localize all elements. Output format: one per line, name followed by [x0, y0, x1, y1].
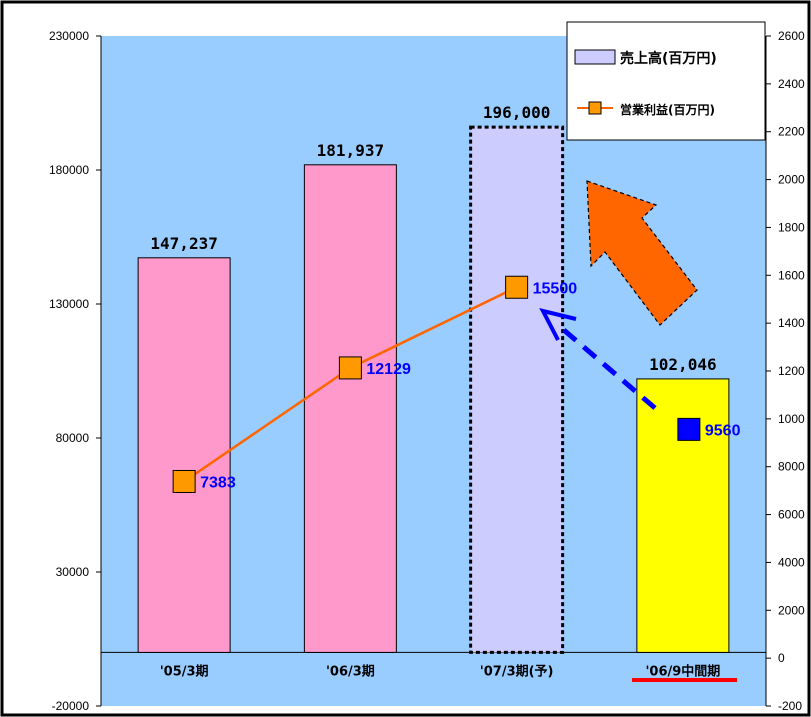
right-tick-label: 2600 [778, 29, 805, 43]
legend-label-sales: 売上高(百万円) [620, 50, 717, 67]
profit-value-label: 9560 [705, 422, 741, 439]
right-tick-label: 0 [778, 651, 785, 665]
dashed-blue-arrow [556, 323, 657, 410]
right-tick-label: 4000 [778, 555, 805, 569]
bar [469, 125, 565, 654]
profit-value-label: 15500 [533, 280, 578, 297]
legend: 売上高(百万円) 営業利益(百万円) [566, 21, 766, 141]
right-tick-label: 1200 [778, 364, 805, 378]
profit-marker [505, 275, 529, 299]
right-tick-label: 2000 [778, 603, 805, 617]
bar [303, 164, 397, 653]
left-tick-label: 130000 [49, 297, 89, 311]
left-tick-label: 80000 [56, 431, 90, 445]
right-tick-label: 1600 [778, 268, 805, 282]
bar [137, 257, 231, 653]
legend-swatch-sales [574, 49, 616, 65]
profit-line-segment [349, 286, 518, 370]
left-tick-label: 180000 [49, 163, 89, 177]
right-tick-label: 6000 [778, 508, 805, 522]
right-tick-label: 2400 [778, 77, 805, 91]
line-layer [172, 275, 701, 493]
blue-arrowhead-icon [539, 308, 577, 341]
legend-marker-profit [588, 101, 602, 115]
profit-line-segment [183, 366, 352, 483]
right-tick-label: 1400 [778, 316, 805, 330]
bar-value-label: 147,237 [150, 234, 217, 253]
profit-value-label: 12129 [366, 361, 411, 378]
growth-arrow-icon [586, 180, 698, 326]
profit-marker [172, 469, 196, 493]
profit-marker [677, 417, 701, 441]
decoration-layer [539, 180, 698, 410]
left-tick-label: 230000 [49, 29, 89, 43]
text-layer: -20000 30000 80000 130000 180000 230000 -200 0 2… [49, 29, 805, 713]
right-tick-label: 2000 [778, 173, 805, 187]
category-label: '06/9中間期 [645, 663, 720, 679]
right-tick-label: 8000 [778, 460, 805, 474]
right-tick-label: 2200 [778, 125, 805, 139]
bar-value-label: 196,000 [483, 103, 550, 122]
bar-layer [137, 125, 730, 654]
right-tick-label: -200 [778, 699, 802, 713]
category-label: '06/3期 [326, 664, 375, 679]
bar-value-label: 181,937 [317, 141, 384, 160]
profit-marker [338, 356, 362, 380]
legend-label-profit: 営業利益(百万円) [620, 102, 715, 117]
left-tick-label: 30000 [56, 565, 90, 579]
left-tick-label: -20000 [52, 699, 90, 713]
category-label: '05/3期 [160, 664, 209, 679]
bar-value-label: 102,046 [649, 355, 716, 374]
right-tick-label: 1800 [778, 220, 805, 234]
profit-value-label: 7383 [200, 474, 236, 491]
legend-box [566, 21, 766, 141]
category-label: '07/3期(予) [480, 664, 554, 679]
right-tick-label: 1000 [778, 412, 805, 426]
